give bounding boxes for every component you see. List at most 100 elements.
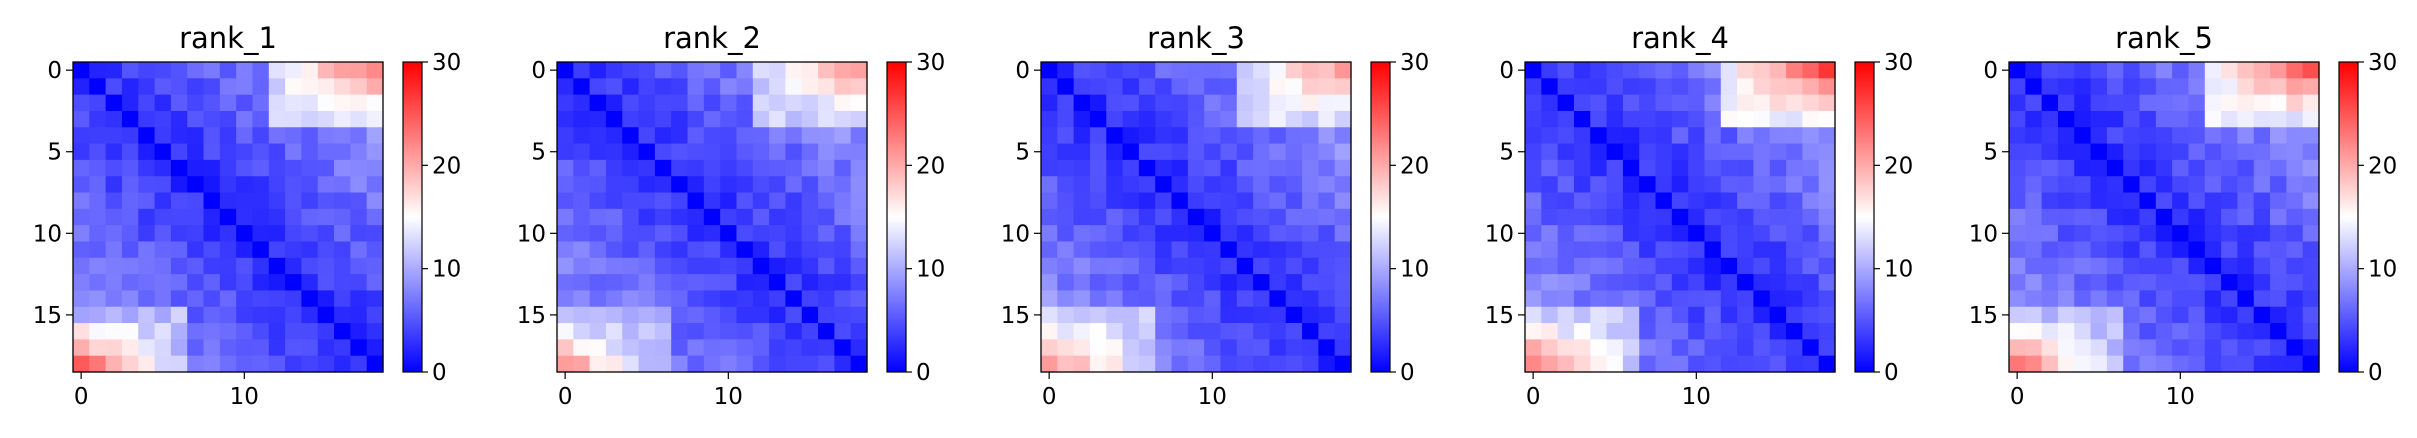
heatmap-cell <box>285 192 303 210</box>
heatmap-cell <box>736 110 754 128</box>
heatmap-cell <box>801 159 819 177</box>
heatmap-cell <box>687 159 705 177</box>
heatmap-cell <box>203 176 221 194</box>
heatmap-cell <box>350 323 368 340</box>
heatmap-cell <box>268 323 286 340</box>
heatmap-cell <box>1688 339 1706 357</box>
heatmap-cell <box>2286 306 2304 324</box>
heatmap-cell <box>671 225 689 243</box>
heatmap-cell <box>1155 355 1173 373</box>
heatmap-cell <box>1106 159 1124 177</box>
heatmap-cell <box>1802 323 1820 340</box>
heatmap-cell <box>1573 94 1591 112</box>
heatmap-cell <box>1057 62 1075 79</box>
heatmap-cell <box>121 127 139 145</box>
heatmap-cell <box>1688 225 1706 243</box>
heatmap-cell <box>557 257 574 275</box>
heatmap-cell <box>1573 290 1591 308</box>
chart-title: rank_2 <box>663 21 761 55</box>
heatmap-cell <box>1187 290 1205 308</box>
heatmap-cell <box>1138 225 1156 243</box>
heatmap-cell <box>334 192 351 210</box>
heatmap-cell <box>1171 257 1189 275</box>
heatmap-cell <box>187 290 205 308</box>
heatmap-cell <box>2286 192 2304 210</box>
heatmap-cell <box>2139 274 2157 292</box>
heatmap-cell <box>1171 306 1189 324</box>
heatmap-cell <box>187 225 205 243</box>
heatmap-cell <box>557 62 574 79</box>
heatmap-cell <box>1786 274 1803 292</box>
heatmap-cell <box>2106 62 2124 79</box>
heatmap-cell <box>752 225 770 243</box>
heatmap-cell <box>2139 306 2157 324</box>
heatmap-cell <box>736 257 754 275</box>
heatmap-cell <box>1318 62 1336 79</box>
heatmap-cell <box>1285 225 1303 243</box>
heatmap-cell <box>818 241 835 259</box>
heatmap-cell <box>2172 274 2190 292</box>
heatmap-cell <box>2286 127 2304 145</box>
heatmap-cell <box>752 127 770 145</box>
heatmap-cell <box>89 241 107 259</box>
heatmap-cell <box>1737 94 1755 112</box>
heatmap-cell <box>1122 257 1140 275</box>
heatmap-cell <box>1818 159 1836 177</box>
heatmap-cell <box>736 290 754 308</box>
heatmap-cell <box>121 290 139 308</box>
colorbar-tick-label: 0 <box>1884 360 1899 386</box>
heatmap-cell <box>1525 176 1542 194</box>
heatmap-cell <box>1786 159 1803 177</box>
heatmap-cell <box>589 339 607 357</box>
heatmap-cell <box>654 159 672 177</box>
heatmap-cell <box>1688 208 1706 226</box>
heatmap-cell <box>622 339 640 357</box>
heatmap-cell <box>1655 257 1673 275</box>
heatmap-cell <box>285 110 303 128</box>
heatmap-cell <box>2074 225 2092 243</box>
heatmap-cell <box>2041 241 2059 259</box>
heatmap-cell <box>638 306 656 324</box>
heatmap-cell <box>2188 159 2206 177</box>
heatmap-cell <box>1138 62 1156 79</box>
heatmap-cell <box>1302 306 1319 324</box>
heatmap-cell <box>1073 208 1091 226</box>
heatmap-cell <box>2009 257 2026 275</box>
x-tick-label: 10 <box>2166 384 2195 410</box>
heatmap-cell <box>1155 323 1173 340</box>
heatmap-cell <box>589 143 607 161</box>
heatmap-cell <box>2188 257 2206 275</box>
heatmap-cell <box>1786 94 1803 112</box>
heatmap-cell <box>1590 78 1608 96</box>
heatmap-cell <box>2302 274 2320 292</box>
heatmap-cell <box>2253 339 2271 357</box>
heatmap-cell <box>1122 110 1140 128</box>
heatmap-cell <box>187 274 205 292</box>
heatmap-cell <box>2074 339 2092 357</box>
heatmap-cell <box>1041 323 1058 340</box>
heatmap-cell <box>703 192 721 210</box>
heatmap-cell <box>850 127 868 145</box>
y-tick-label: 15 <box>1969 303 1998 329</box>
heatmap-cell <box>2302 323 2320 340</box>
heatmap-cell <box>2221 355 2239 373</box>
heatmap-cell <box>1302 241 1319 259</box>
heatmap-cell <box>1122 290 1140 308</box>
heatmap-cell <box>236 78 254 96</box>
heatmap-cell <box>1204 257 1222 275</box>
heatmap-cell <box>1155 78 1173 96</box>
heatmap-cell <box>622 241 640 259</box>
colorbar-tick-label: 30 <box>432 50 461 76</box>
heatmap-cell <box>285 176 303 194</box>
heatmap-cell <box>834 355 852 373</box>
heatmap-cell <box>1704 208 1722 226</box>
heatmap-cell <box>1171 62 1189 79</box>
heatmap-cell <box>1187 176 1205 194</box>
heatmap-cell <box>1236 127 1254 145</box>
heatmap-cell <box>1073 110 1091 128</box>
heatmap-cell <box>589 208 607 226</box>
heatmap-cell <box>73 290 90 308</box>
heatmap-cell <box>769 290 787 308</box>
heatmap-cell <box>317 143 335 161</box>
heatmap-cell <box>2286 159 2304 177</box>
